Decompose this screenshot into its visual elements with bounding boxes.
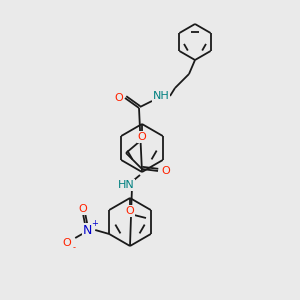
Text: O: O [79,204,88,214]
Text: O: O [162,166,170,176]
Text: N: N [82,224,92,236]
Text: NH: NH [153,91,169,101]
Text: O: O [63,238,72,248]
Text: HN: HN [118,180,134,190]
Text: O: O [126,206,134,216]
Text: +: + [91,220,98,229]
Text: O: O [138,132,146,142]
Text: O: O [115,93,123,103]
Text: -: - [73,244,76,253]
